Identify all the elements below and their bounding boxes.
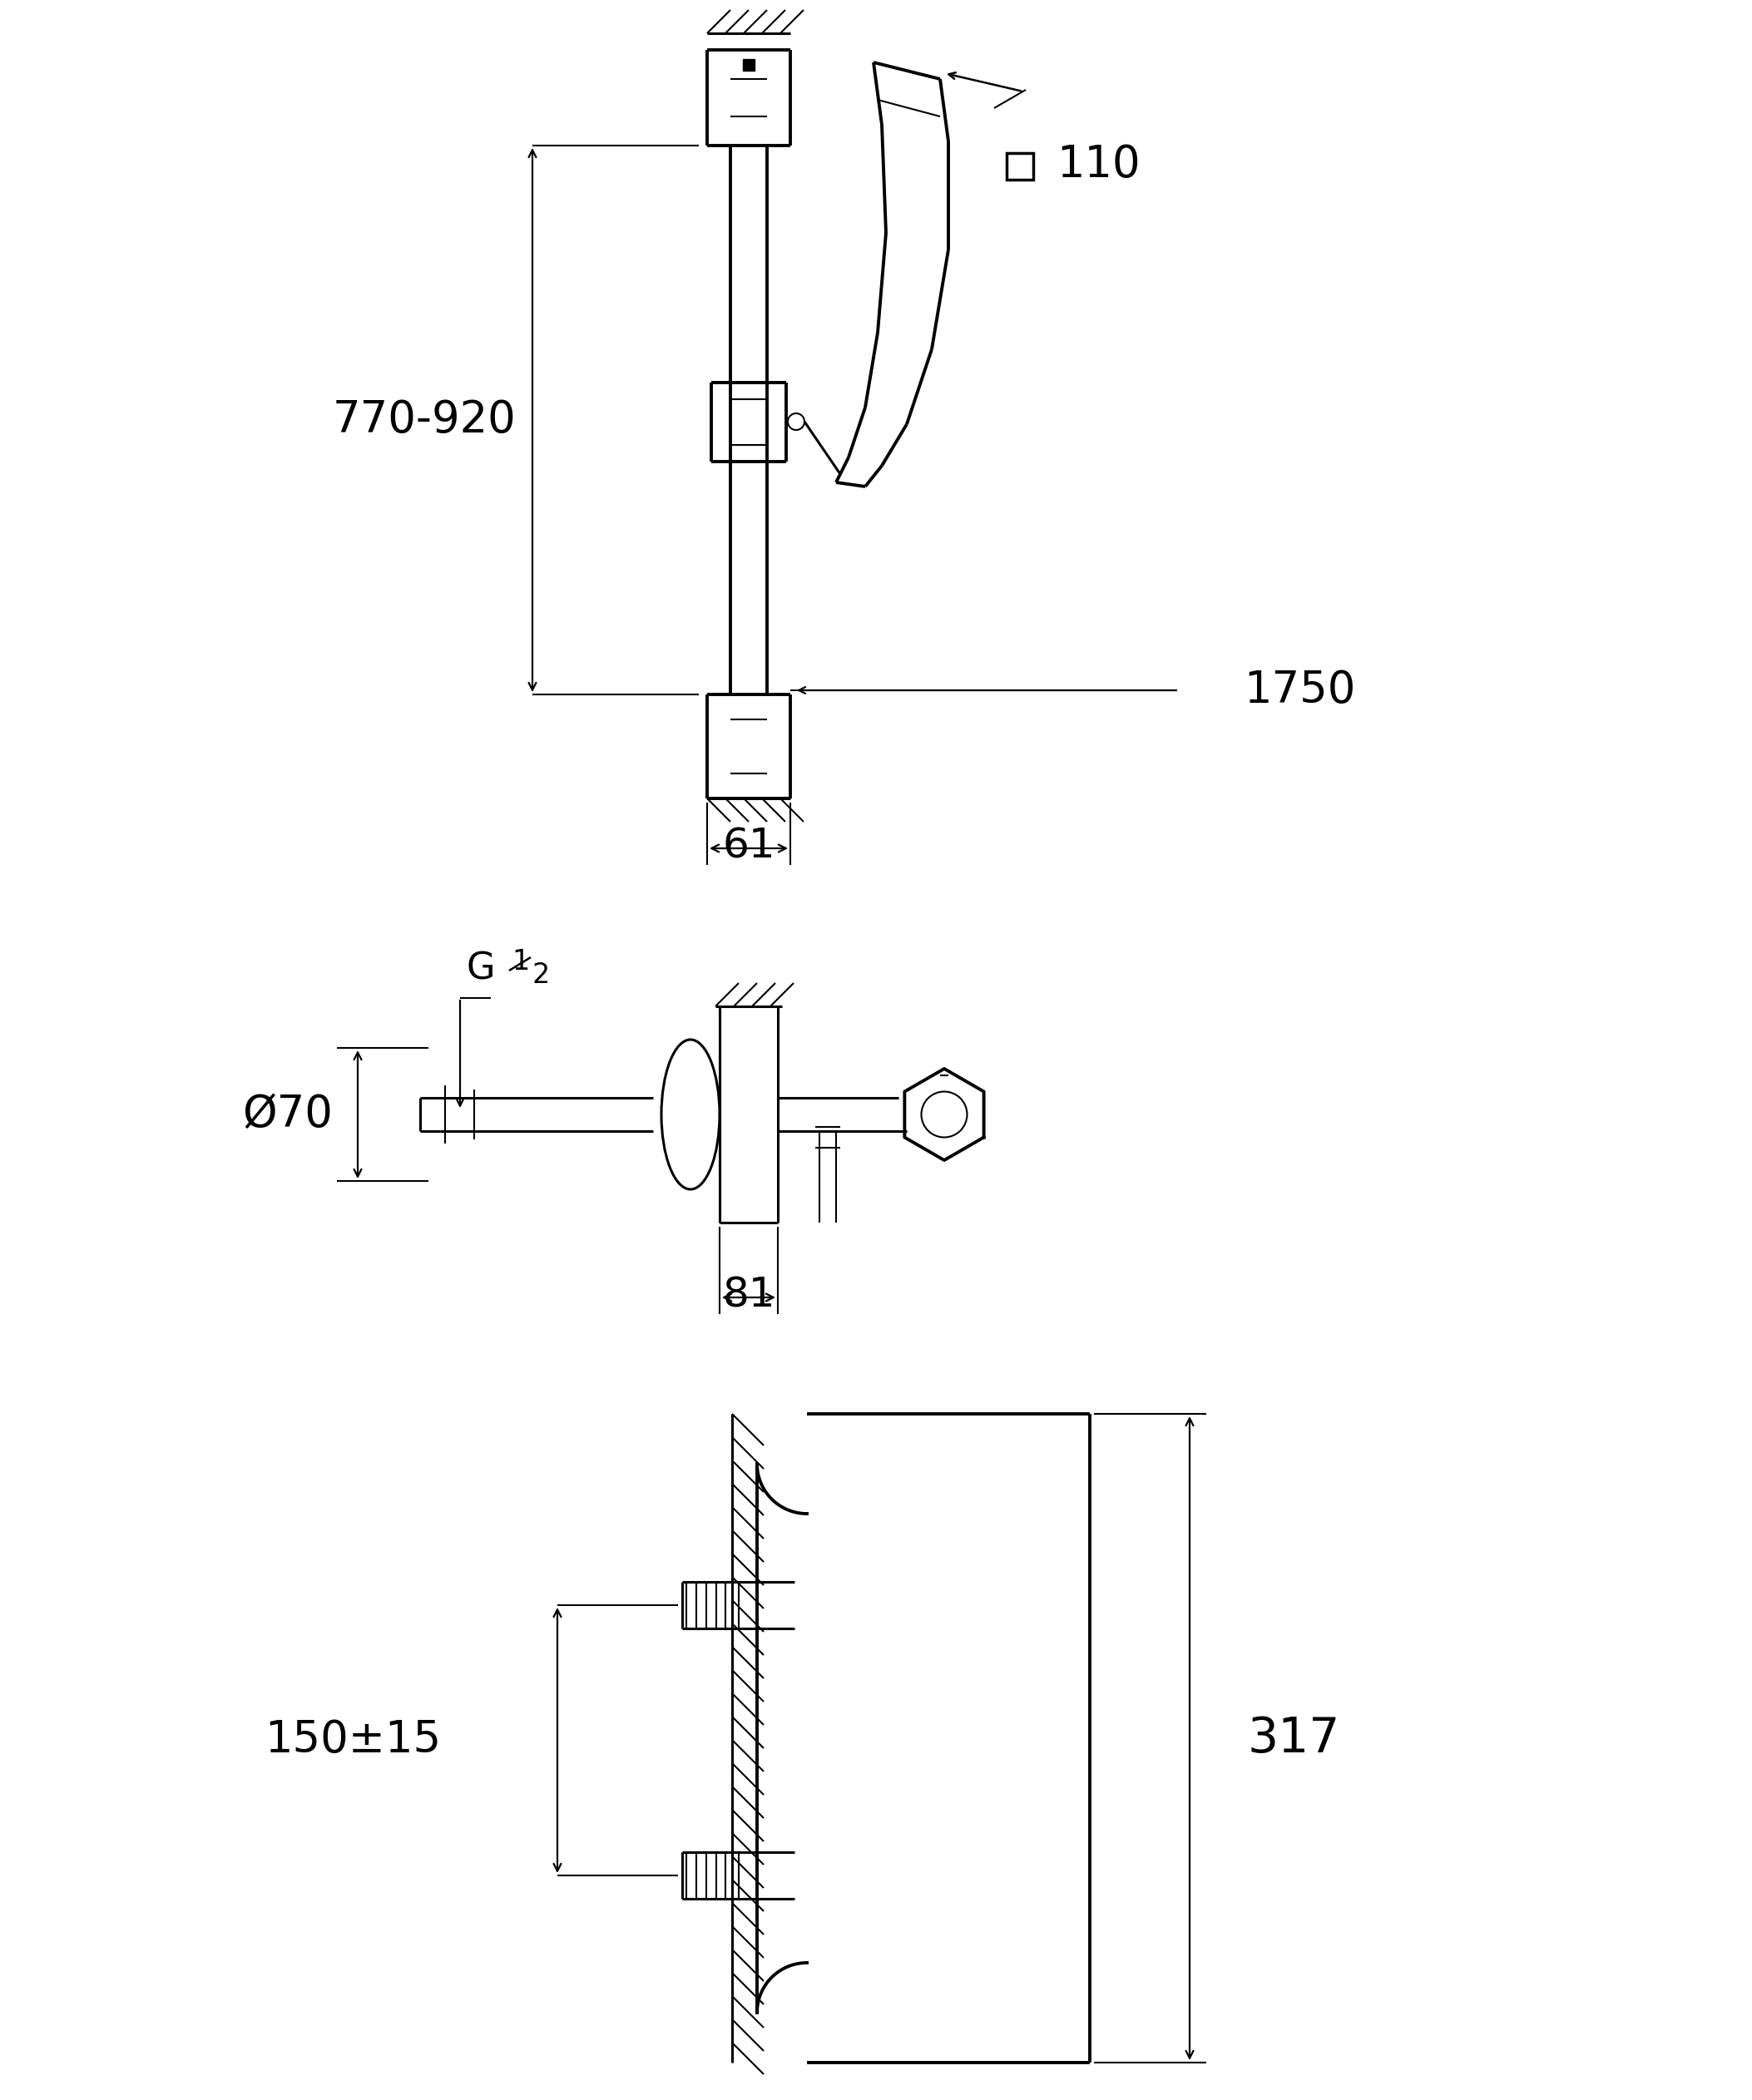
Bar xyxy=(1007,153,1034,181)
Text: 81: 81 xyxy=(722,1277,774,1317)
Ellipse shape xyxy=(661,1040,720,1189)
Text: Ø70: Ø70 xyxy=(242,1092,333,1136)
Text: 150±15: 150±15 xyxy=(265,1718,442,1762)
Text: 61: 61 xyxy=(722,827,774,867)
Text: 1: 1 xyxy=(512,949,529,976)
Text: 1750: 1750 xyxy=(1244,668,1356,712)
Text: 317: 317 xyxy=(1247,1714,1340,1762)
Text: 110: 110 xyxy=(1056,143,1141,187)
Bar xyxy=(743,59,755,71)
Text: G: G xyxy=(466,951,496,987)
Text: 770-920: 770-920 xyxy=(333,399,515,441)
Text: 2: 2 xyxy=(533,962,550,989)
